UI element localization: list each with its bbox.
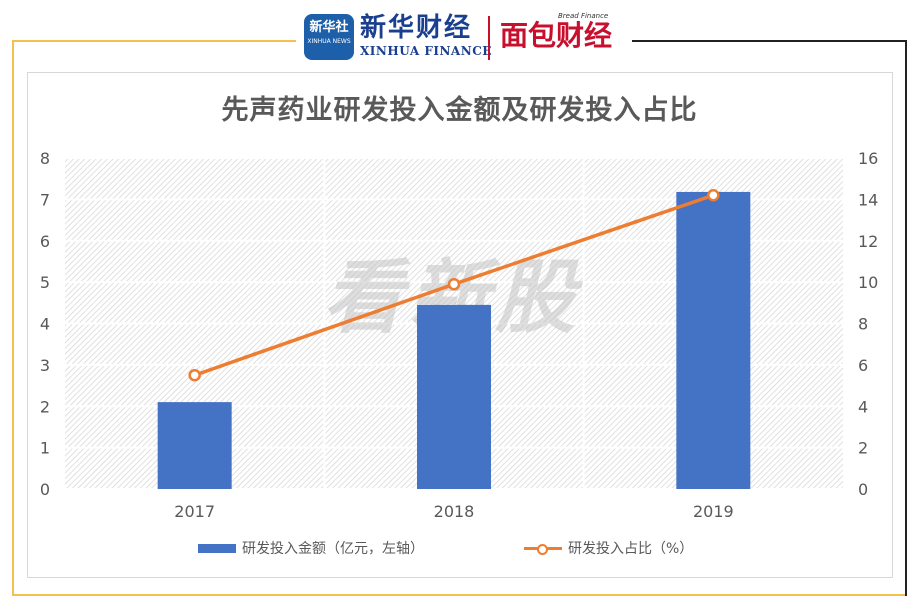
right-tick-label: 14 <box>858 190 878 209</box>
left-tick-label: 0 <box>40 480 50 499</box>
xinhua-news-logo: 新华社 XINHUA NEWS <box>304 14 354 60</box>
left-axis-ticks: 0 1 2 3 4 5 6 7 8 <box>40 149 50 499</box>
legend-item-bar: 研发投入金额（亿元，左轴） <box>198 536 424 560</box>
legend-line-swatch <box>524 543 562 555</box>
xinhua-finance-logo-en: XINHUA FINANCE <box>360 44 492 58</box>
bar-2017 <box>157 402 232 489</box>
x-tick-label: 2017 <box>174 502 215 521</box>
xinhua-finance-logo-cn: 新华财经 <box>360 13 473 43</box>
left-tick-label: 5 <box>40 273 50 292</box>
left-tick-label: 2 <box>40 397 50 416</box>
frame-top-left-line <box>12 40 296 42</box>
left-tick-label: 8 <box>40 149 50 168</box>
chart-title: 先声药业研发投入金额及研发投入占比 <box>221 95 698 126</box>
line-point-2017 <box>188 368 201 382</box>
bread-finance-logo-en: Bread Finance <box>558 12 609 20</box>
right-tick-label: 2 <box>858 439 868 458</box>
line-point-2018 <box>447 277 461 291</box>
legend-label-line: 研发投入占比（%） <box>568 541 694 557</box>
bar-2019 <box>676 191 751 490</box>
left-tick-label: 4 <box>40 315 50 334</box>
x-tick-label: 2018 <box>434 502 475 521</box>
legend: 研发投入金额（亿元，左轴） 研发投入占比（%） <box>0 536 919 560</box>
logo-divider <box>488 16 490 60</box>
right-tick-label: 4 <box>858 397 868 416</box>
right-tick-label: 10 <box>858 273 878 292</box>
right-tick-label: 8 <box>858 315 868 334</box>
line-point-2019 <box>707 188 720 202</box>
legend-item-line: 研发投入占比（%） <box>524 536 693 560</box>
right-tick-label: 12 <box>858 232 878 251</box>
frame-left-line <box>12 40 14 596</box>
header-logos: 新华社 XINHUA NEWS 新华财经 XINHUA FINANCE Brea… <box>296 8 632 66</box>
frame-bottom-line <box>12 594 905 596</box>
right-tick-label: 16 <box>858 149 878 168</box>
left-tick-label: 7 <box>40 190 50 209</box>
xinhua-news-logo-en: XINHUA NEWS <box>307 38 351 45</box>
left-tick-label: 6 <box>40 232 50 251</box>
frame-right-line <box>905 40 907 596</box>
left-tick-label: 1 <box>40 439 50 458</box>
frame-top-right-line <box>632 40 907 42</box>
right-tick-label: 6 <box>858 356 868 375</box>
legend-label-bar: 研发投入金额（亿元，左轴） <box>242 541 424 557</box>
x-tick-label: 2019 <box>693 502 734 521</box>
x-axis-ticks: 2017 2018 2019 <box>174 502 733 521</box>
left-tick-label: 3 <box>40 356 50 375</box>
right-tick-label: 0 <box>858 480 868 499</box>
legend-bar-swatch <box>198 543 236 553</box>
bread-finance-logo-cn: 面包财经 <box>500 19 613 52</box>
right-axis-ticks: 0 2 4 6 8 10 12 14 16 <box>858 149 878 499</box>
line-series <box>188 188 720 382</box>
bar-2018 <box>417 304 491 489</box>
xinhua-news-logo-cn: 新华社 <box>309 20 349 35</box>
bar-series <box>157 191 751 490</box>
